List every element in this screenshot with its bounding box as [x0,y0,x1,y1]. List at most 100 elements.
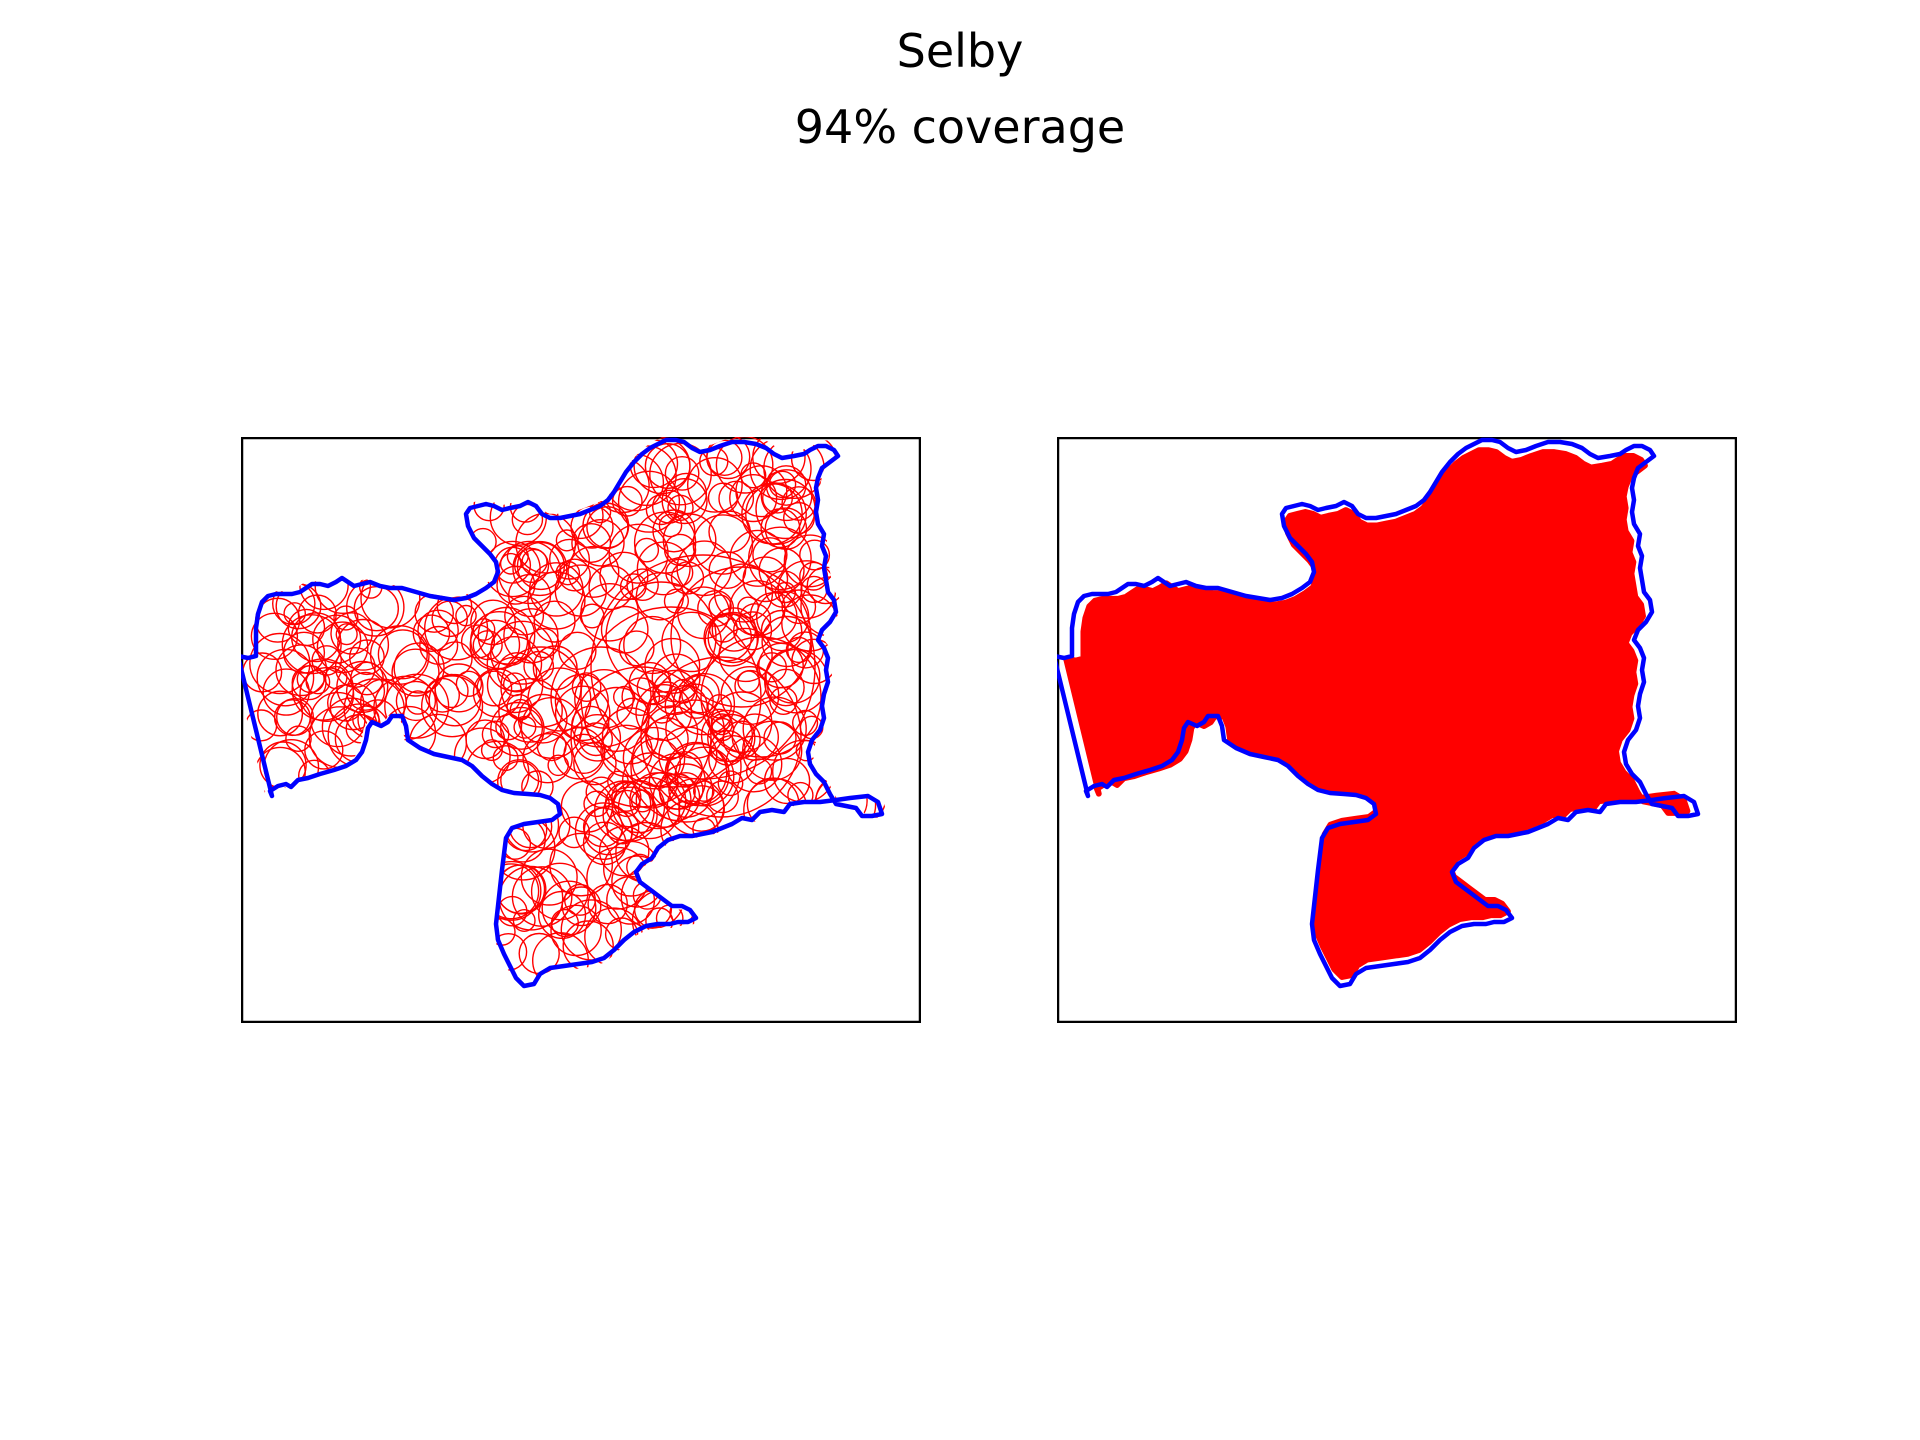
coverage-circle [555,529,578,552]
coverage-circle [337,618,390,671]
coverage-circle [285,725,312,753]
coverage-circle [345,671,386,711]
coverage-circle [583,790,610,818]
coverage-circle [511,866,573,927]
coverage-circle [733,611,773,651]
coverage-circle [520,848,578,906]
coverage-circle [686,457,743,513]
coverage-circle [761,615,813,668]
coverage-circle [557,558,591,592]
figure-title: Selby [896,24,1024,78]
coverage-circle [760,508,801,549]
coverage-circle [707,693,732,719]
coverage-circle [665,699,725,760]
coverage-circle [541,880,597,936]
coverage-circle [547,754,570,777]
coverage-circle [647,695,677,724]
coverage-circle [496,652,538,693]
coverage-circle [508,573,552,618]
coverage-circle [651,653,701,703]
coverage-circle [256,648,315,707]
coverage-circle [335,623,358,646]
coverage-circle [326,684,365,722]
coverage-map [1057,437,1737,1023]
coverage-circle [587,883,629,925]
coverage-circle [707,713,756,763]
coverage-circle [681,674,720,714]
coverage-circle [434,663,484,713]
circles-map-panel [241,437,921,1023]
coverage-circle [486,635,543,692]
coverage-circle [678,683,714,719]
coverage-circle [640,656,802,818]
coverage-circle [611,781,642,812]
coverage-circle [555,560,581,586]
coverage-circle [605,581,717,693]
coverage-circle [613,789,641,818]
coverage-circle [257,690,304,737]
coverage-circle [455,604,477,627]
coverage-subtitle: 94% coverage [794,100,1126,154]
coverage-circle [706,439,743,476]
coverage-circle [573,713,622,762]
coverage-circle [600,724,653,777]
coverage-circle [745,758,773,785]
coverage-circle [304,730,344,770]
coverage-circle [618,630,655,667]
coverage-circle [513,715,537,739]
coverage-circle [644,705,699,759]
coverage-circle [658,763,714,818]
coverage-circle [763,721,797,755]
coverage-circle [417,609,459,652]
coverage-circle [717,770,744,797]
coverage-circle [708,594,732,618]
coverage-circle [503,608,559,664]
coverage-circle [619,573,647,601]
coverage-circle [393,642,445,694]
coverage-circle [748,526,812,591]
coverage-circle [509,698,532,721]
coverage-circle [554,685,611,742]
coverage-circle [391,648,440,697]
coverage-circle [752,537,788,573]
coverage-circle [582,807,624,848]
coverage-circle [611,485,643,517]
coverage-circle [470,599,517,646]
coverage-circle [601,707,659,765]
coverage-circle [708,613,738,643]
coverage-circle [676,540,733,597]
coverage-circle [636,669,672,706]
district-boundary [241,437,885,989]
coverage-circle [567,545,620,598]
coverage-circle [606,875,656,925]
coverage-circle [718,627,773,683]
coverage-circle [764,507,808,550]
coverage-circle [536,731,567,762]
coverage-circle [570,505,614,549]
circles-map [241,437,921,1023]
coverage-circle [249,632,311,695]
coverage-circle [664,456,700,491]
coverage-circle [412,614,451,652]
coverage-circle [644,637,701,694]
coverage-circle [763,757,811,805]
coverage-circle [512,909,536,933]
coverage-circle [405,690,431,715]
coverage-circle [617,470,681,533]
coverage-circle [571,672,602,703]
coverage-circle [665,558,694,587]
coverage-circle [492,745,519,772]
coverage-circle [672,673,736,736]
coverage-circle [287,608,326,647]
coverage-circle [635,771,692,828]
coverage-circle [622,726,686,790]
coverage-circle [579,722,614,757]
coverage-circle [480,739,503,762]
coverage-circle [707,708,731,733]
coverage-circle [330,612,373,655]
coverage-circle [636,541,691,596]
coverage-circle [791,709,819,736]
coverage-circle [725,735,783,793]
coverage-circle [623,615,682,675]
coverage-circle [718,480,755,517]
